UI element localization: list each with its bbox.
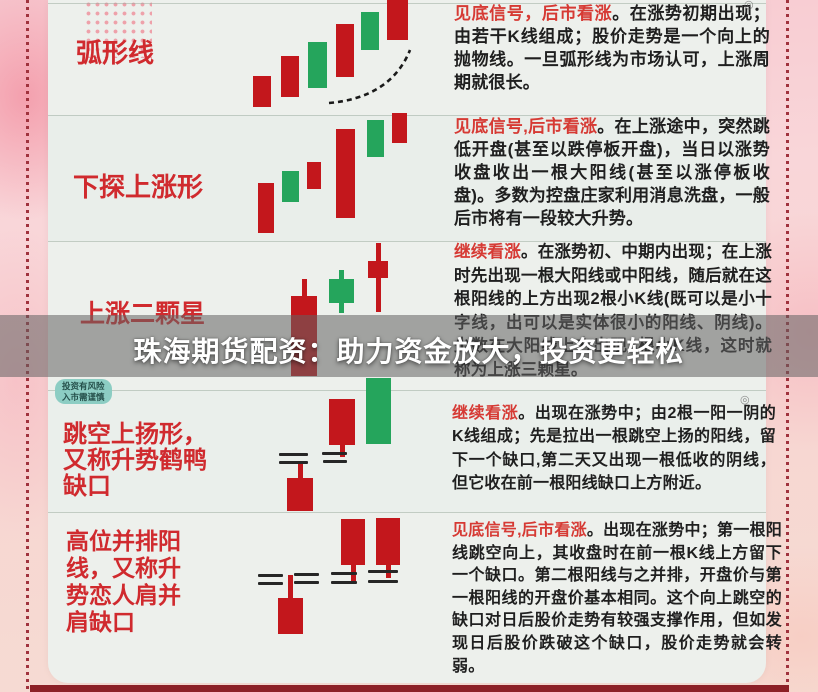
- candle-body: [329, 399, 355, 445]
- gap-mark-line: [279, 453, 308, 456]
- signal-text: 见底信号,后市看涨: [454, 117, 598, 136]
- gap-mark-line: [323, 460, 347, 463]
- candle-lower-wick: [375, 278, 381, 312]
- row-divider: [48, 241, 766, 242]
- candle-upper-wick: [288, 575, 293, 598]
- signal-text: 见底信号,后市看涨: [452, 522, 587, 539]
- signal-text: 继续看涨: [452, 405, 519, 422]
- candle-body: [361, 12, 379, 50]
- candle-body: [329, 279, 354, 303]
- pattern-name-arc-line: 弧形线: [76, 38, 155, 68]
- candle-body: [282, 171, 299, 202]
- candle-body: [287, 478, 313, 511]
- candle-body: [258, 183, 274, 233]
- candle-body: [387, 0, 408, 40]
- candle-body: [368, 261, 388, 278]
- candle-body: [336, 129, 355, 218]
- description-text: 。出现在涨势中；第一根阳线跳空向上，其收盘时在前一根K线上方留下一个缺口。第二根…: [452, 522, 782, 675]
- candle-upper-wick: [339, 270, 344, 279]
- pattern-name-gap-up: 跳空上扬形，又称升势鹤鸭缺口: [63, 421, 207, 500]
- candle-body: [366, 378, 391, 444]
- candle-body: [367, 120, 384, 157]
- row-tint: [48, 390, 766, 512]
- candle-body: [308, 42, 327, 88]
- candle-lower-wick: [339, 303, 344, 313]
- gap-mark-line: [258, 574, 283, 577]
- candle-upper-wick: [301, 279, 307, 296]
- gap-mark-line: [331, 572, 357, 575]
- signal-text: 继续看涨: [454, 243, 521, 261]
- candle-body: [307, 162, 321, 189]
- pattern-description: 见底信号,后市看涨。在上涨途中，突然跳低开盘(甚至以跌停板开盘)，当日以涨势收盘…: [454, 115, 770, 230]
- dot-pattern-decoration: [84, 0, 152, 58]
- candle-lower-wick: [339, 445, 345, 457]
- signal-text: 见底信号，后市看涨: [454, 4, 613, 23]
- row-divider: [48, 512, 766, 513]
- gap-mark-line: [322, 452, 347, 455]
- candle-body: [341, 519, 365, 565]
- row-divider: [48, 390, 766, 391]
- gap-mark-line: [294, 581, 319, 584]
- gap-mark-line: [368, 580, 398, 583]
- gap-mark-line: [368, 570, 398, 573]
- badge-line2: 入市需谨慎: [62, 391, 105, 402]
- candle-body: [392, 113, 407, 143]
- watermark-band: [0, 315, 818, 377]
- candle-upper-wick: [375, 243, 381, 261]
- candle-body: [278, 598, 303, 634]
- watermark-text: 珠海期货配资：助力资金放大，投资更轻松: [133, 336, 685, 367]
- pattern-name-side-by-side-yang: 高位并排阳线，又称升势恋人肩并肩缺口: [66, 528, 181, 635]
- gap-mark-line: [331, 581, 357, 584]
- candle-upper-wick: [297, 462, 303, 478]
- pattern-name-probe-down-rise: 下探上涨形: [73, 172, 204, 202]
- description-text: 。在涨势初期出现；由若干K线组成；股价走势是一个向上的抛物线。一旦弧形线为市场认…: [454, 4, 770, 92]
- description-text: 。在上涨途中，突然跳低开盘(甚至以跌停板开盘)，当日以涨势收盘收出一根大阳线(甚…: [454, 117, 770, 228]
- bottom-red-bar: [30, 685, 789, 692]
- pattern-description: 见底信号,后市看涨。出现在涨势中；第一根阳线跳空向上，其收盘时在前一根K线上方留…: [452, 520, 782, 678]
- gap-mark-line: [279, 461, 308, 464]
- gap-mark-line: [258, 582, 283, 585]
- badge-line1: 投资有风险: [62, 381, 105, 391]
- row-tint: [48, 115, 766, 241]
- gap-mark-line: [294, 573, 319, 576]
- tiny-circle-mark: ◎: [740, 394, 750, 406]
- risk-disclaimer-badge: 投资有风险 入市需谨慎: [55, 379, 112, 404]
- candle-body: [336, 24, 354, 77]
- candle-body: [376, 518, 400, 565]
- pattern-description: 见底信号，后市看涨。在涨势初期出现；由若干K线组成；股价走势是一个向上的抛物线。…: [454, 2, 770, 94]
- row-divider: [48, 115, 766, 116]
- candle-body: [253, 76, 271, 107]
- description-text: 。出现在涨势中；由2根一阳一阴的K线组成；先是拉出一根跳空上扬的阳线，留下一个缺…: [452, 405, 776, 492]
- pattern-description: 继续看涨。出现在涨势中；由2根一阳一阴的K线组成；先是拉出一根跳空上扬的阳线，留…: [452, 402, 776, 495]
- candle-body: [281, 56, 299, 97]
- tiny-circle-mark: ◎: [744, 0, 754, 11]
